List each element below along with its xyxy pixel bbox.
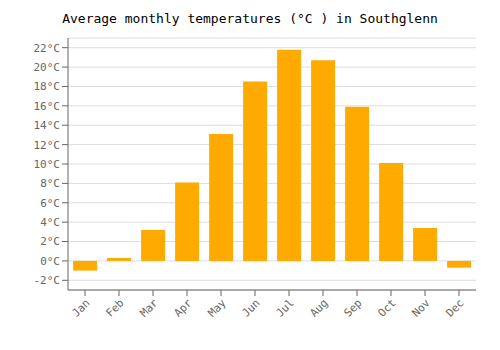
svg-text:Jun: Jun bbox=[239, 296, 262, 319]
svg-text:Jul: Jul bbox=[273, 296, 296, 319]
svg-text:18°C: 18°C bbox=[34, 80, 61, 93]
svg-text:12°C: 12°C bbox=[34, 139, 61, 152]
svg-text:16°C: 16°C bbox=[34, 100, 61, 113]
svg-text:Dec: Dec bbox=[443, 296, 466, 319]
svg-text:22°C: 22°C bbox=[34, 42, 61, 55]
svg-text:20°C: 20°C bbox=[34, 61, 61, 74]
svg-text:8°C: 8°C bbox=[40, 177, 60, 190]
svg-text:0°C: 0°C bbox=[40, 255, 60, 268]
svg-text:-2°C: -2°C bbox=[34, 274, 61, 287]
svg-text:May: May bbox=[205, 296, 229, 320]
svg-text:14°C: 14°C bbox=[34, 119, 61, 132]
svg-text:Apr: Apr bbox=[171, 296, 195, 320]
svg-text:Jan: Jan bbox=[69, 296, 92, 319]
svg-text:Feb: Feb bbox=[103, 296, 126, 319]
svg-text:4°C: 4°C bbox=[40, 216, 60, 229]
svg-text:Nov: Nov bbox=[409, 296, 433, 320]
svg-text:10°C: 10°C bbox=[34, 158, 61, 171]
svg-text:Mar: Mar bbox=[137, 296, 161, 320]
svg-text:Sep: Sep bbox=[341, 296, 364, 319]
svg-text:6°C: 6°C bbox=[40, 197, 60, 210]
svg-text:2°C: 2°C bbox=[40, 235, 60, 248]
svg-text:Aug: Aug bbox=[307, 296, 330, 319]
svg-text:Oct: Oct bbox=[375, 296, 398, 319]
html-text:Average monthly temperatures (: Average monthly temperatures (°C ) in So… bbox=[62, 11, 438, 26]
